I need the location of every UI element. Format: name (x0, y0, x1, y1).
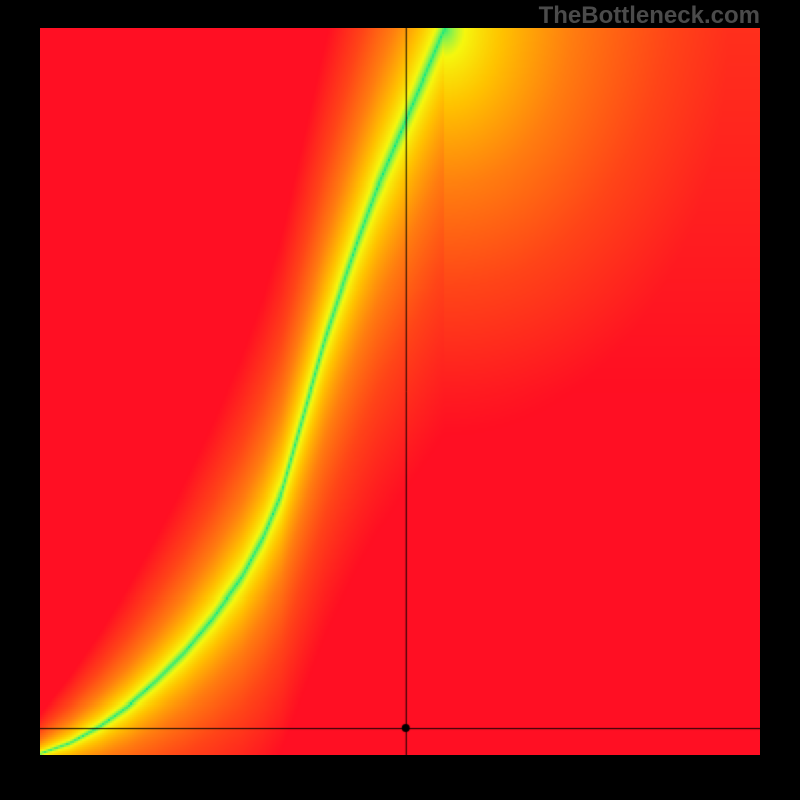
chart-frame (40, 28, 760, 755)
heatmap-canvas (40, 28, 760, 755)
watermark-text: TheBottleneck.com (539, 2, 760, 30)
